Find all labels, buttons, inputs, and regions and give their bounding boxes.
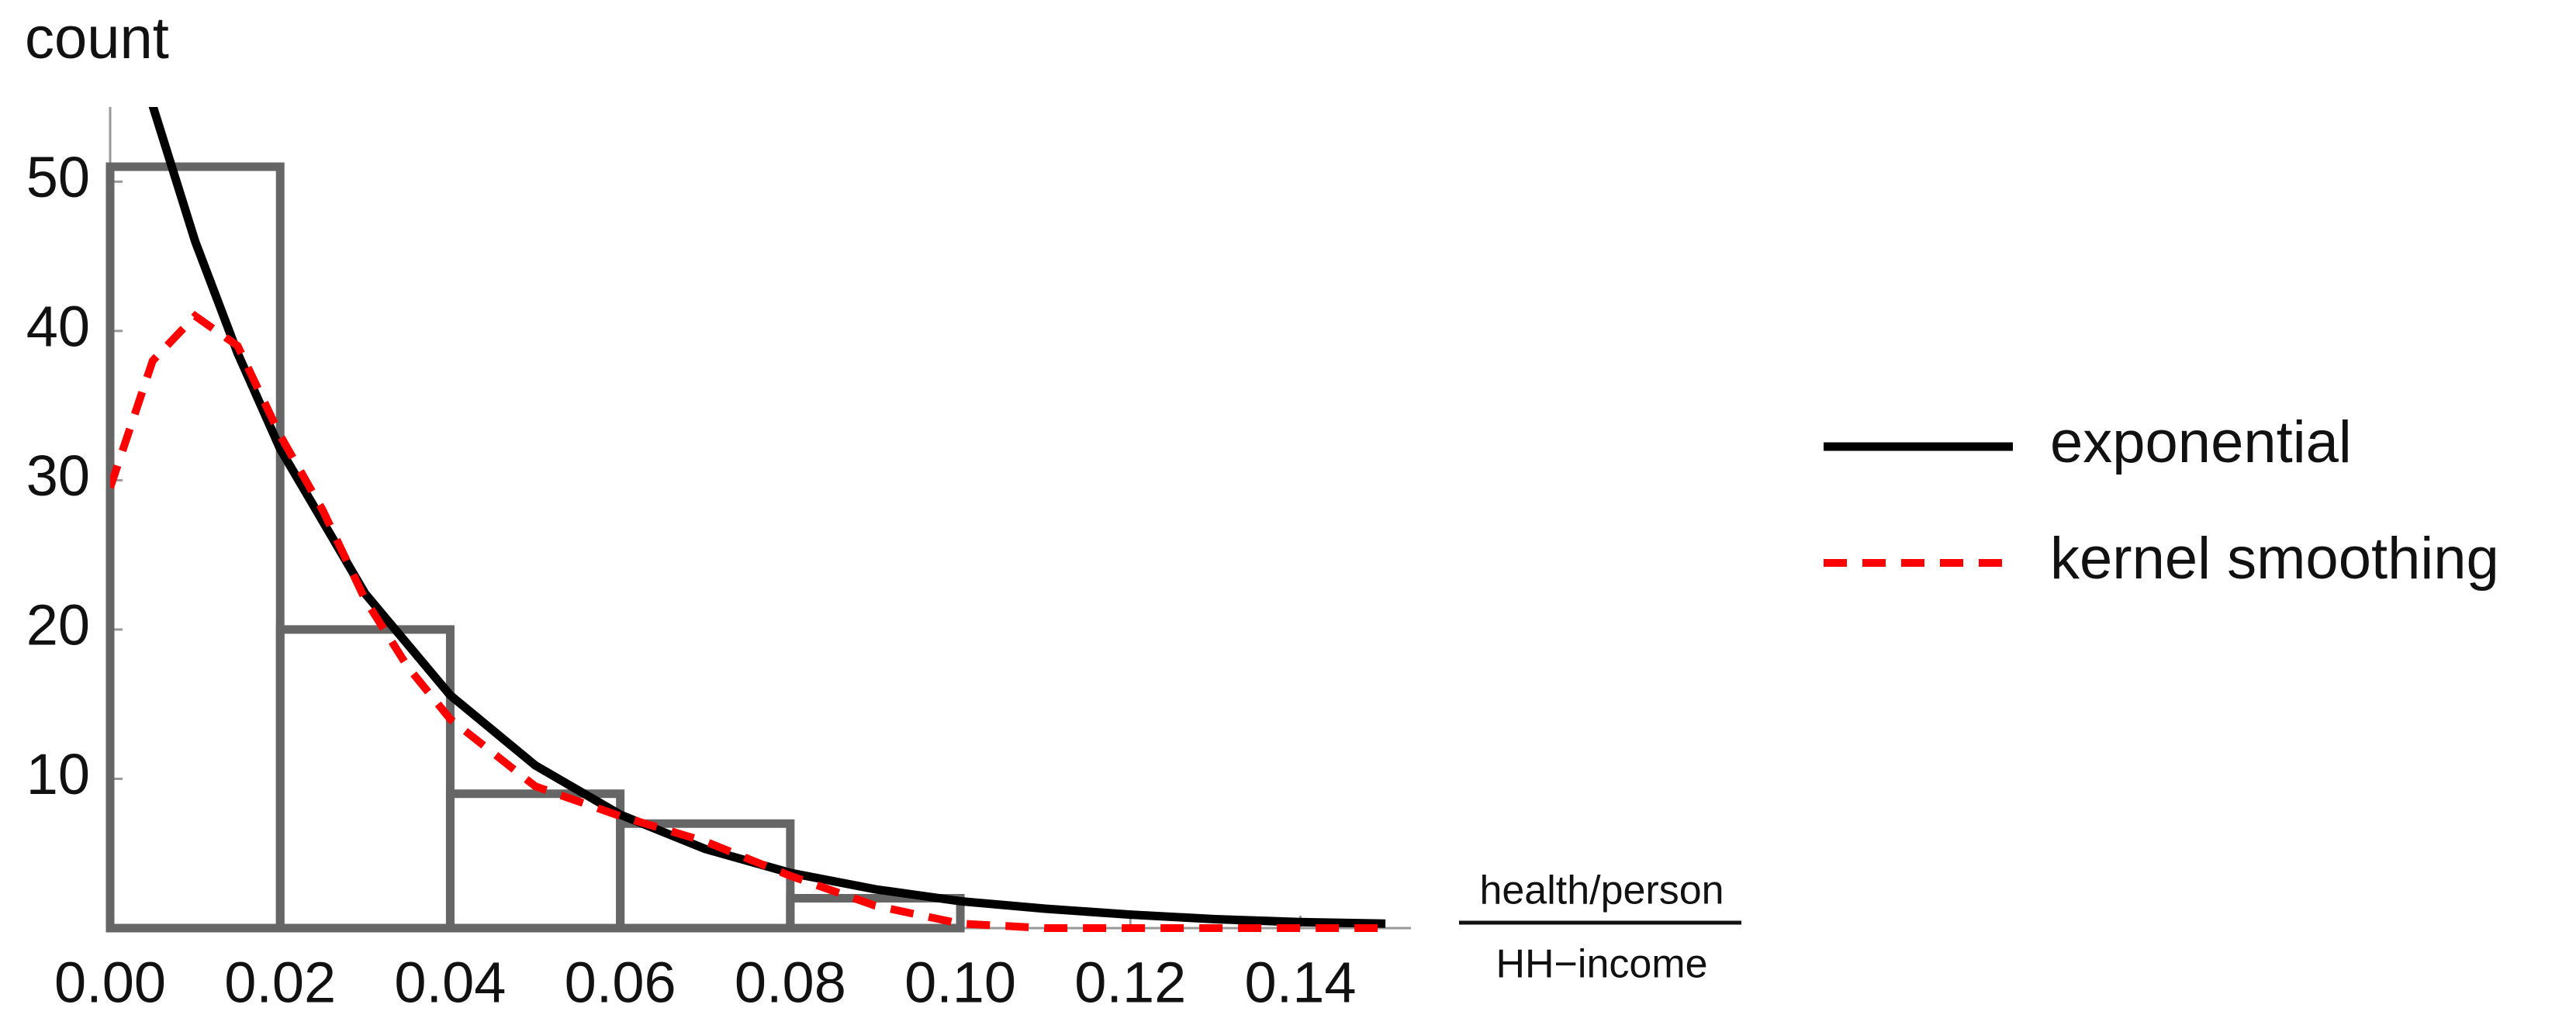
x-tick-label: 0.06 — [565, 951, 676, 1015]
x-tick-label: 0.04 — [394, 951, 506, 1015]
line-series — [110, 310, 1386, 932]
x-tick-label: 0.10 — [904, 951, 1016, 1015]
bar — [445, 789, 625, 933]
legend-label: exponential — [2050, 409, 2352, 475]
y-tick-label: 40 — [26, 294, 90, 358]
line-series — [148, 107, 1386, 928]
bar — [786, 893, 965, 933]
x-tick-label: 0.00 — [54, 951, 166, 1015]
y-axis-label: count — [25, 5, 169, 71]
y-tick-label: 10 — [26, 742, 90, 806]
x-tick-label: 0.02 — [224, 951, 336, 1015]
x-axis-label: HH−income — [1495, 942, 1707, 987]
bar — [275, 625, 455, 933]
x-tick-label: 0.14 — [1244, 951, 1356, 1015]
legend-label: kernel smoothing — [2050, 526, 2499, 592]
x-tick-label: 0.12 — [1074, 951, 1186, 1015]
y-tick-label: 50 — [26, 145, 90, 209]
x-tick-label: 0.08 — [735, 951, 846, 1015]
y-tick-label: 20 — [26, 592, 90, 657]
bar — [616, 819, 795, 933]
bar — [105, 162, 285, 933]
y-tick-label: 30 — [26, 444, 90, 508]
x-axis-label: health/person — [1479, 868, 1724, 913]
curves — [110, 107, 1386, 932]
